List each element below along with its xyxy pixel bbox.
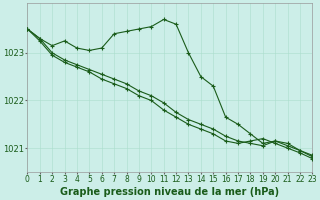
X-axis label: Graphe pression niveau de la mer (hPa): Graphe pression niveau de la mer (hPa) [60,187,279,197]
